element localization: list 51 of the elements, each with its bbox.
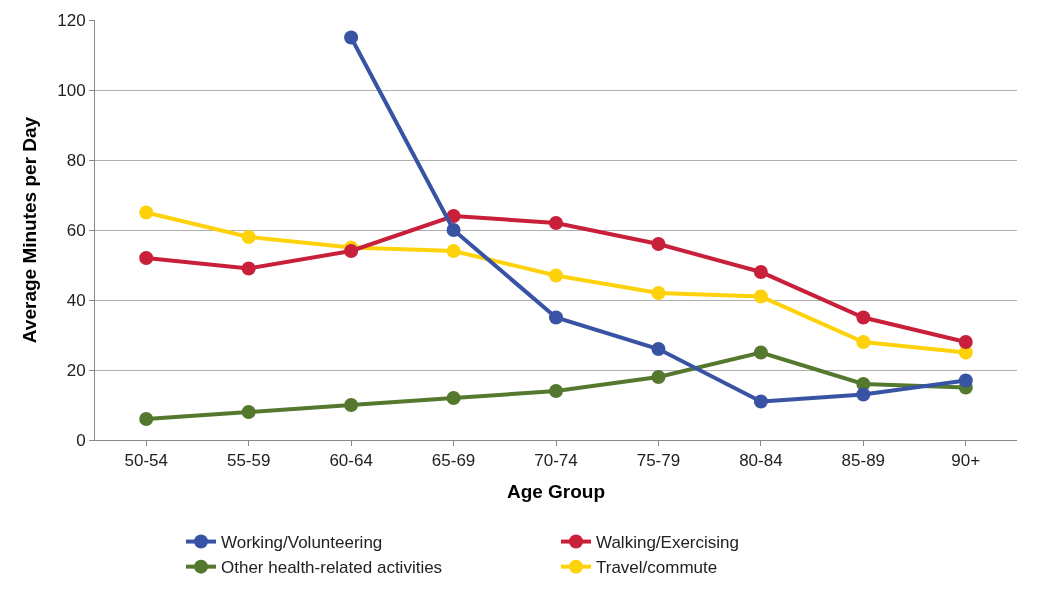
y-tick-label: 20 bbox=[66, 360, 86, 380]
point bbox=[344, 30, 359, 45]
point bbox=[549, 310, 563, 325]
point bbox=[651, 237, 666, 251]
legend-label: Travel/commute bbox=[596, 558, 718, 578]
point bbox=[549, 216, 563, 230]
y-tick-label: 80 bbox=[66, 150, 86, 170]
point bbox=[856, 310, 871, 325]
y-tick-label: 0 bbox=[76, 430, 86, 450]
legend-label: Other health-related activities bbox=[221, 558, 443, 578]
point bbox=[651, 370, 666, 384]
y-tick-label: 40 bbox=[66, 290, 86, 310]
point bbox=[753, 394, 768, 409]
point bbox=[241, 405, 256, 419]
point bbox=[958, 335, 973, 349]
point bbox=[446, 391, 461, 405]
point bbox=[753, 289, 768, 304]
point bbox=[446, 244, 461, 258]
legend-label: Walking/Exercising bbox=[596, 533, 739, 553]
x-tick-label: 85-89 bbox=[841, 451, 886, 471]
x-axis-title: Age Group bbox=[506, 481, 606, 503]
point bbox=[241, 261, 256, 276]
point bbox=[651, 286, 666, 300]
x-tick-label: 50-54 bbox=[124, 451, 168, 471]
point bbox=[139, 251, 154, 265]
x-tick-label: 60-64 bbox=[329, 451, 373, 471]
y-tick-label: 120 bbox=[57, 10, 86, 30]
point bbox=[651, 342, 666, 356]
point bbox=[958, 373, 973, 388]
y-axis-title: Average Minutes per Day bbox=[19, 116, 41, 344]
point bbox=[856, 387, 871, 402]
point bbox=[753, 265, 768, 279]
y-tick-label: 60 bbox=[66, 220, 86, 240]
x-tick-label: 65-69 bbox=[431, 451, 476, 471]
point bbox=[241, 230, 256, 244]
x-tick-label: 70-74 bbox=[534, 451, 578, 471]
point bbox=[344, 398, 359, 412]
point bbox=[753, 345, 768, 360]
point bbox=[139, 412, 154, 426]
y-tick-label: 100 bbox=[57, 80, 86, 100]
point bbox=[344, 244, 359, 258]
legend-label: Working/Volunteering bbox=[221, 533, 383, 553]
point bbox=[139, 205, 154, 220]
x-tick-label: 80-84 bbox=[739, 451, 783, 471]
x-tick-label: 55-59 bbox=[226, 451, 271, 471]
point bbox=[549, 268, 563, 283]
point bbox=[446, 223, 461, 237]
point bbox=[856, 335, 871, 349]
point bbox=[549, 384, 563, 398]
x-tick-label: 90+ bbox=[951, 451, 981, 471]
x-tick-label: 75-79 bbox=[636, 451, 681, 471]
